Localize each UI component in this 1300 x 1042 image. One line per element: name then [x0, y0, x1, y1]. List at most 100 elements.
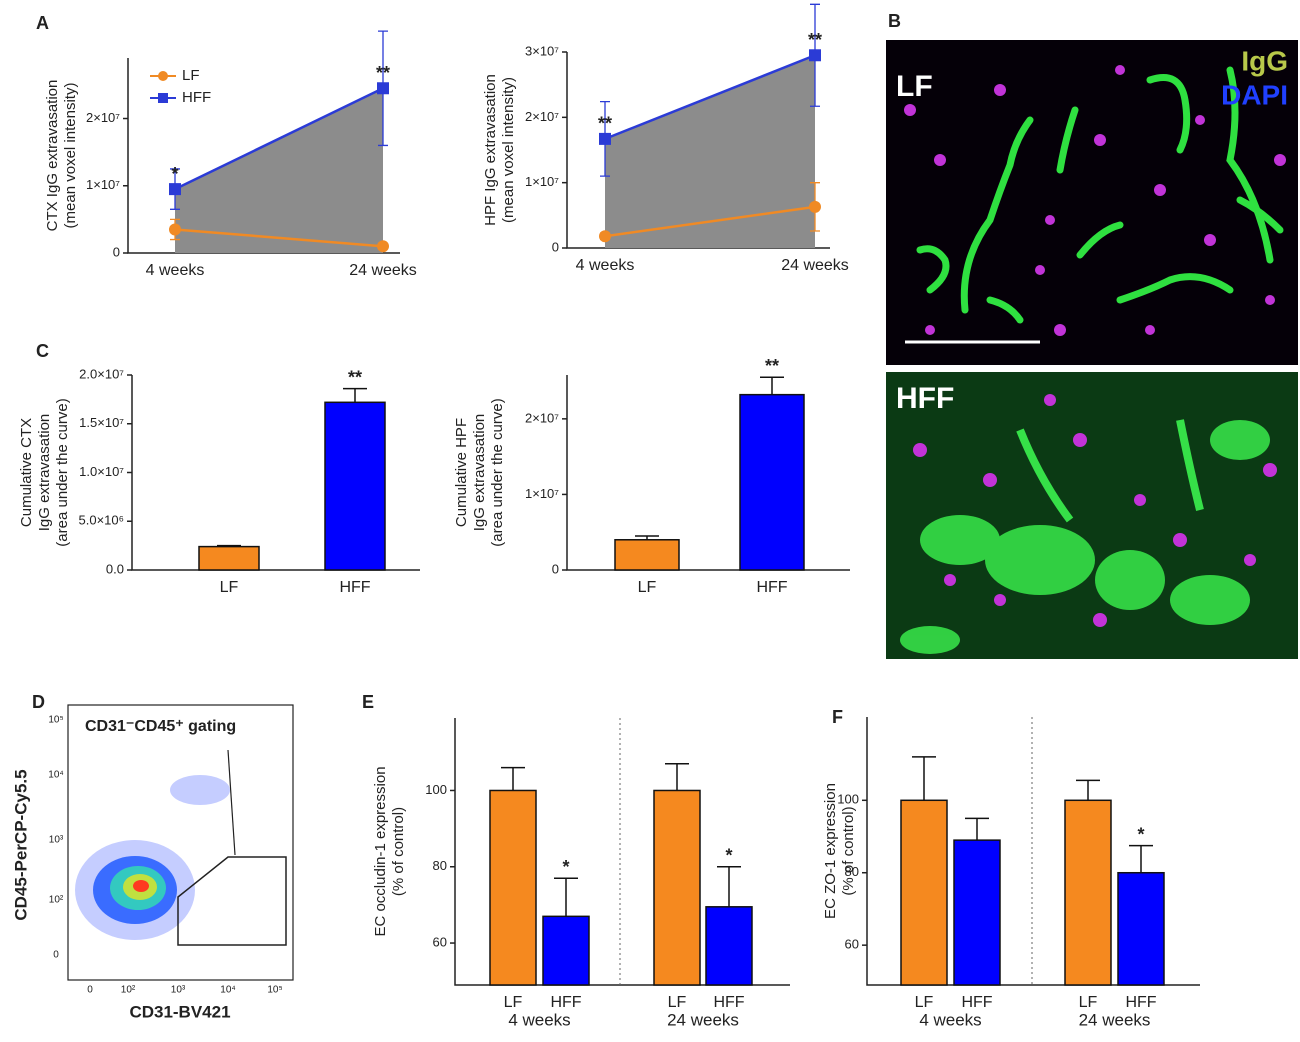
- x-tick-label: 10³: [171, 985, 186, 996]
- y-axis-label: (% of control): [840, 806, 857, 895]
- y-axis-label: (area under the curve): [54, 398, 71, 546]
- line: [604, 54, 816, 141]
- y-axis-label: Cumulative HPF: [453, 418, 470, 527]
- error-bar: [1129, 844, 1153, 873]
- y-tick-label: 80: [433, 858, 447, 873]
- legend-label: LF: [182, 67, 200, 84]
- x-tick-label: 0: [87, 985, 93, 996]
- x-tick-label: LF: [504, 994, 523, 1011]
- x-tick-label: LF: [638, 579, 657, 596]
- x-tick-label: LF: [220, 579, 239, 596]
- line: [604, 205, 816, 238]
- y-tick-label: 1×10⁷: [525, 486, 559, 501]
- y-axis-label: EC occludin-1 expression: [372, 766, 389, 936]
- x-tick-label: 10⁵: [267, 985, 282, 996]
- y-tick-label: 10⁵: [48, 715, 63, 726]
- panel-label: E: [362, 692, 374, 712]
- y-axis-label: IgG extravasation: [471, 414, 488, 532]
- x-axis-label: CD31-BV421: [129, 1002, 230, 1021]
- significance: **: [348, 367, 362, 387]
- y-tick-label: 0: [53, 950, 59, 961]
- bar: [614, 539, 680, 571]
- line: [174, 87, 384, 191]
- marker: [377, 240, 389, 253]
- y-tick-label: 80: [845, 864, 859, 879]
- x-tick-label: 24 weeks: [349, 262, 417, 279]
- marker: [809, 49, 821, 62]
- significance: **: [598, 114, 612, 134]
- y-tick-label: 0: [552, 239, 559, 254]
- y-axis-label: IgG extravasation: [36, 414, 53, 532]
- x-tick-label: HFF: [961, 994, 992, 1011]
- y-axis-label: CD45-PerCP-Cy5.5: [11, 769, 30, 920]
- x-tick-label: HFF: [1125, 994, 1156, 1011]
- x-tick-label: 24 weeks: [781, 257, 849, 274]
- image-label: LF: [896, 70, 933, 103]
- micrograph-hff: HFF: [886, 372, 1298, 659]
- y-tick-label: 1.0×10⁷: [79, 464, 124, 479]
- y-tick-label: 60: [433, 934, 447, 949]
- y-tick-label: 1.5×10⁷: [79, 415, 124, 430]
- marker: [377, 82, 389, 95]
- significance: *: [1137, 824, 1144, 844]
- y-axis-label: (mean voxel intensity): [500, 77, 517, 223]
- error-bar: [635, 535, 659, 540]
- bar: [324, 401, 386, 571]
- bar: [953, 839, 1001, 986]
- area-between: [175, 88, 383, 247]
- significance: **: [765, 356, 779, 376]
- y-tick-label: 1×10⁷: [525, 174, 559, 189]
- x-tick-label: 4 weeks: [576, 257, 635, 274]
- group-label: 4 weeks: [919, 1010, 981, 1029]
- gate-title: CD31⁻CD45⁺ gating: [85, 718, 236, 735]
- bar: [1117, 871, 1165, 986]
- x-tick-label: HFF: [713, 994, 744, 1011]
- area-below: [605, 206, 815, 248]
- area-below: [175, 229, 383, 253]
- error-bar: [717, 866, 741, 907]
- axis-line: [566, 375, 850, 571]
- y-tick-label: 0.0: [106, 561, 124, 576]
- y-axis-label: (mean voxel intensity): [62, 83, 79, 229]
- error-bar: [343, 387, 367, 403]
- marker: [809, 200, 821, 213]
- bar: [489, 789, 537, 986]
- marker: [599, 230, 611, 243]
- significance: **: [808, 30, 822, 50]
- error-bar: [1076, 779, 1100, 801]
- y-tick-label: 3×10⁷: [525, 43, 559, 58]
- panel-label: A: [36, 13, 49, 33]
- error-bar: [912, 756, 936, 801]
- y-tick-label: 2×10⁷: [525, 109, 559, 124]
- error-bar: [760, 376, 784, 395]
- x-tick-label: HFF: [339, 579, 370, 596]
- significance: **: [376, 63, 390, 83]
- significance: *: [562, 857, 569, 877]
- x-tick-label: 10⁴: [220, 985, 235, 996]
- panel-label: B: [888, 11, 901, 31]
- y-tick-label: 100: [837, 792, 859, 807]
- marker: [599, 132, 611, 145]
- error-bar: [217, 544, 241, 547]
- x-tick-label: 4 weeks: [146, 262, 205, 279]
- error-bar: [554, 877, 578, 917]
- y-axis-label: Cumulative CTX: [18, 418, 35, 527]
- y-tick-label: 10²: [49, 895, 64, 906]
- y-tick-label: 2.0×10⁷: [79, 366, 124, 381]
- y-axis-label: CTX IgG extravasation: [44, 80, 61, 232]
- flow-plot: CD31⁻CD45⁺ gating CD31-BV421 CD45-PerCP-…: [11, 704, 294, 1021]
- y-axis-label: HPF IgG extravasation: [482, 74, 499, 226]
- bar: [653, 789, 701, 986]
- bar: [739, 393, 805, 571]
- panel-label: D: [32, 692, 45, 712]
- area-between: [605, 55, 815, 237]
- stain-label: DAPI: [1221, 79, 1288, 110]
- x-tick-label: LF: [915, 994, 934, 1011]
- x-tick-label: HFF: [756, 579, 787, 596]
- y-tick-label: 10³: [49, 835, 64, 846]
- bar: [1064, 799, 1112, 986]
- legend-label: HFF: [182, 89, 211, 106]
- legend-marker: [158, 93, 168, 103]
- y-axis-label: EC ZO-1 expression: [822, 783, 839, 919]
